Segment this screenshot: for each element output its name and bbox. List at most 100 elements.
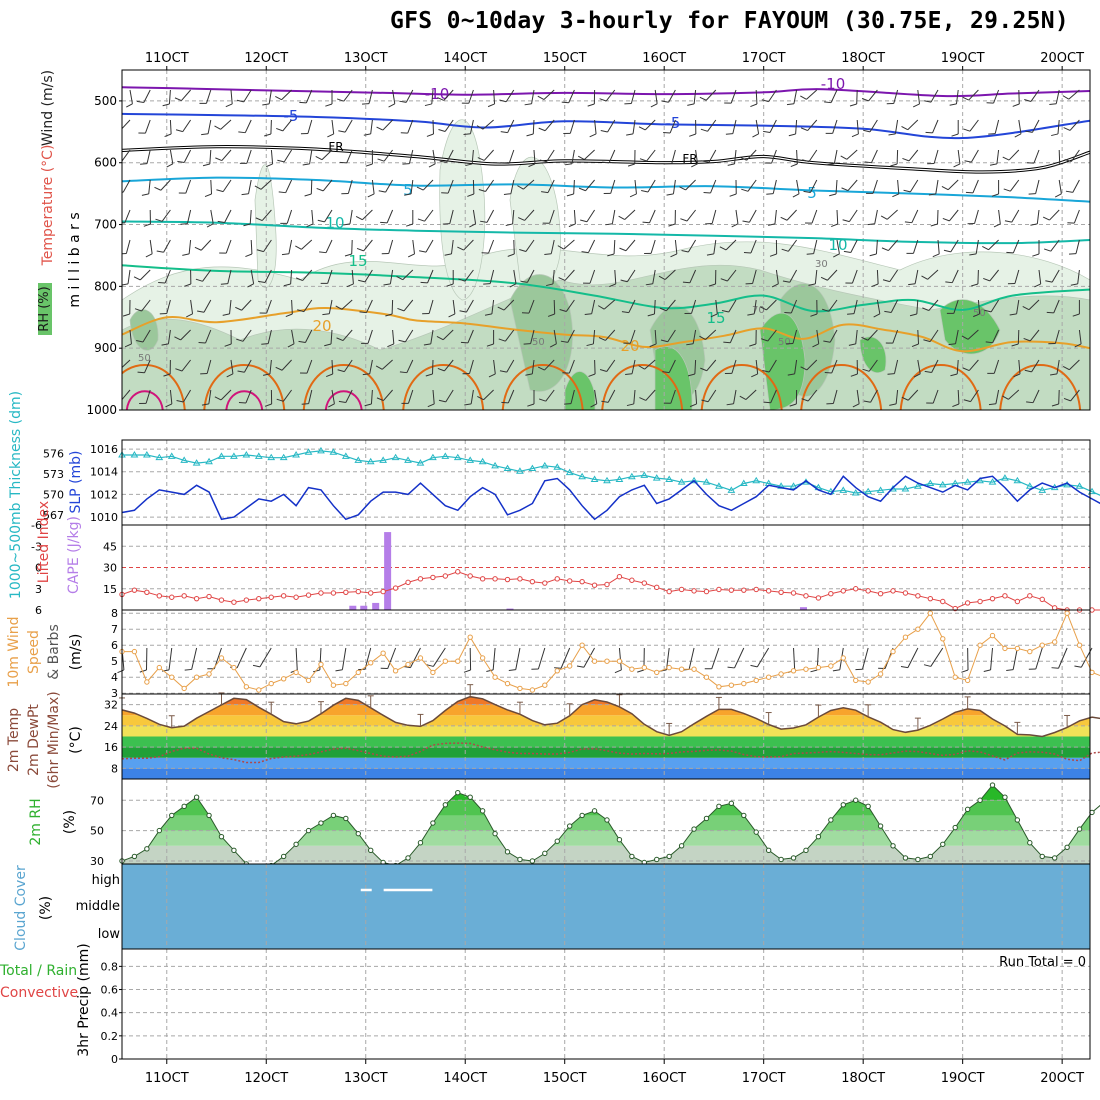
thickness-point <box>192 459 201 466</box>
upper-ylabel-wind: Wind (m/s) <box>40 70 56 146</box>
lifted-index-point <box>703 588 710 595</box>
wind-barb-flag <box>509 283 517 288</box>
wind-barb <box>345 389 353 403</box>
wind-barb-flag <box>964 160 972 163</box>
wind-barb-flag <box>930 223 938 227</box>
wind-barb-flag <box>948 343 956 346</box>
wind-barb <box>306 359 313 374</box>
wind-barb-flag <box>275 96 282 101</box>
wind-barb <box>794 359 798 374</box>
wind10m-ylabel-3: & Barbs <box>46 624 62 680</box>
thickness-point <box>652 474 661 481</box>
lifted-y-tick: 0 <box>35 562 42 575</box>
wind-barb-flag <box>626 403 634 407</box>
wind-barb-flag <box>786 103 794 106</box>
wind-barb <box>325 239 333 253</box>
wind-barb-flag <box>649 343 657 348</box>
wind-barb <box>957 389 960 405</box>
wind-barb-flag <box>437 97 445 101</box>
wind-barb-flag <box>618 215 626 220</box>
wind-barb <box>814 269 818 284</box>
wind-barb-flag <box>325 103 333 107</box>
wind-barb <box>932 389 939 404</box>
rh2m-point <box>1039 853 1045 860</box>
wind-barb-flag <box>174 336 181 341</box>
lifted-y-tick: -3 <box>31 540 42 553</box>
rh-legend-swatch <box>38 283 52 335</box>
wind-barb-flag <box>281 253 289 256</box>
wind-barb <box>464 269 474 282</box>
wind-barb-flag <box>766 193 774 195</box>
wind-barb-flag <box>701 399 709 403</box>
wind-barb <box>221 149 232 161</box>
contour-label: -10 <box>821 75 846 93</box>
thickness-point <box>516 467 524 474</box>
lifted-index-point <box>629 577 635 583</box>
wind-barb <box>283 149 293 163</box>
wind-barb-flag <box>383 283 391 286</box>
wind-barb <box>526 269 535 283</box>
wind-barb-flag <box>387 343 395 348</box>
wind-barb <box>867 329 878 341</box>
rh2m-point <box>765 847 772 854</box>
wind-barb-flag <box>821 308 829 312</box>
wind-barb <box>246 149 252 164</box>
wind-barb-flag <box>1043 248 1051 252</box>
wind-barb <box>932 119 939 134</box>
wind-barb-flag <box>598 337 606 341</box>
thickness-point <box>254 452 263 459</box>
upper-ylabel-temperature: Temperature (°C) <box>40 145 56 267</box>
wind-barb-flag <box>700 367 707 372</box>
thickness-point <box>739 479 748 487</box>
rh2m-point <box>815 833 822 840</box>
rh2m-point <box>1014 817 1021 823</box>
wind-barb-flag <box>638 365 645 370</box>
wind-barb-flag <box>923 664 931 667</box>
wind-barb-flag <box>1068 253 1077 255</box>
lifted-index-point <box>156 593 163 599</box>
wind-barb <box>248 179 252 194</box>
rh2m-point <box>1002 794 1008 800</box>
rh2m-point <box>579 812 585 819</box>
wind-barb <box>993 359 1000 374</box>
wind-barb-flag <box>890 163 898 167</box>
cloud-level-label: low <box>98 927 121 942</box>
wind-barb <box>450 239 454 254</box>
wind10m-point <box>1002 645 1008 652</box>
wind-barb-flag <box>1070 283 1078 286</box>
wind-barb <box>605 89 616 102</box>
wind-barb <box>552 269 555 284</box>
wind-barb-flag <box>781 248 789 252</box>
wind-barb <box>1057 119 1060 134</box>
temp-contour-25 <box>700 364 783 410</box>
wind10m-ylabel-4: (m/s) <box>68 634 84 671</box>
wind-barb-flag <box>820 276 828 281</box>
wind10m-point <box>666 664 672 671</box>
rh2m-point <box>131 853 138 860</box>
wind-barb <box>806 359 818 371</box>
wind-barb <box>322 179 333 192</box>
wind-barb-flag <box>426 664 434 667</box>
wind10m-point <box>181 685 187 692</box>
wind-barb <box>428 299 434 314</box>
wind-barb-flag <box>932 253 940 258</box>
temp2m-line <box>121 695 1100 738</box>
wind-barb <box>236 647 247 669</box>
wind-barb <box>1055 89 1060 104</box>
thickness-point <box>404 456 412 463</box>
wind-barb <box>367 329 373 344</box>
wind-barb <box>160 179 171 191</box>
wind-barb-flag <box>376 126 384 131</box>
wind10m-point <box>467 634 473 640</box>
wind-barb <box>324 209 333 223</box>
cape-bar <box>506 608 514 610</box>
wind-barb <box>568 89 575 103</box>
wind10m-point <box>169 674 175 680</box>
wind-barb <box>523 179 535 190</box>
wind-barb <box>543 89 555 100</box>
wind-barb-flag <box>1024 98 1032 102</box>
wind-barb <box>644 119 656 131</box>
contour-label: 5 <box>403 181 413 199</box>
wind-barb <box>295 647 298 670</box>
rh2m-point <box>989 782 996 788</box>
